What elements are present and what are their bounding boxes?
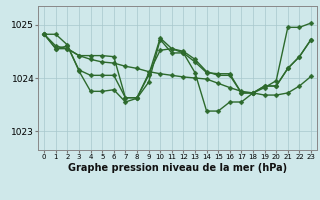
X-axis label: Graphe pression niveau de la mer (hPa): Graphe pression niveau de la mer (hPa) — [68, 163, 287, 173]
